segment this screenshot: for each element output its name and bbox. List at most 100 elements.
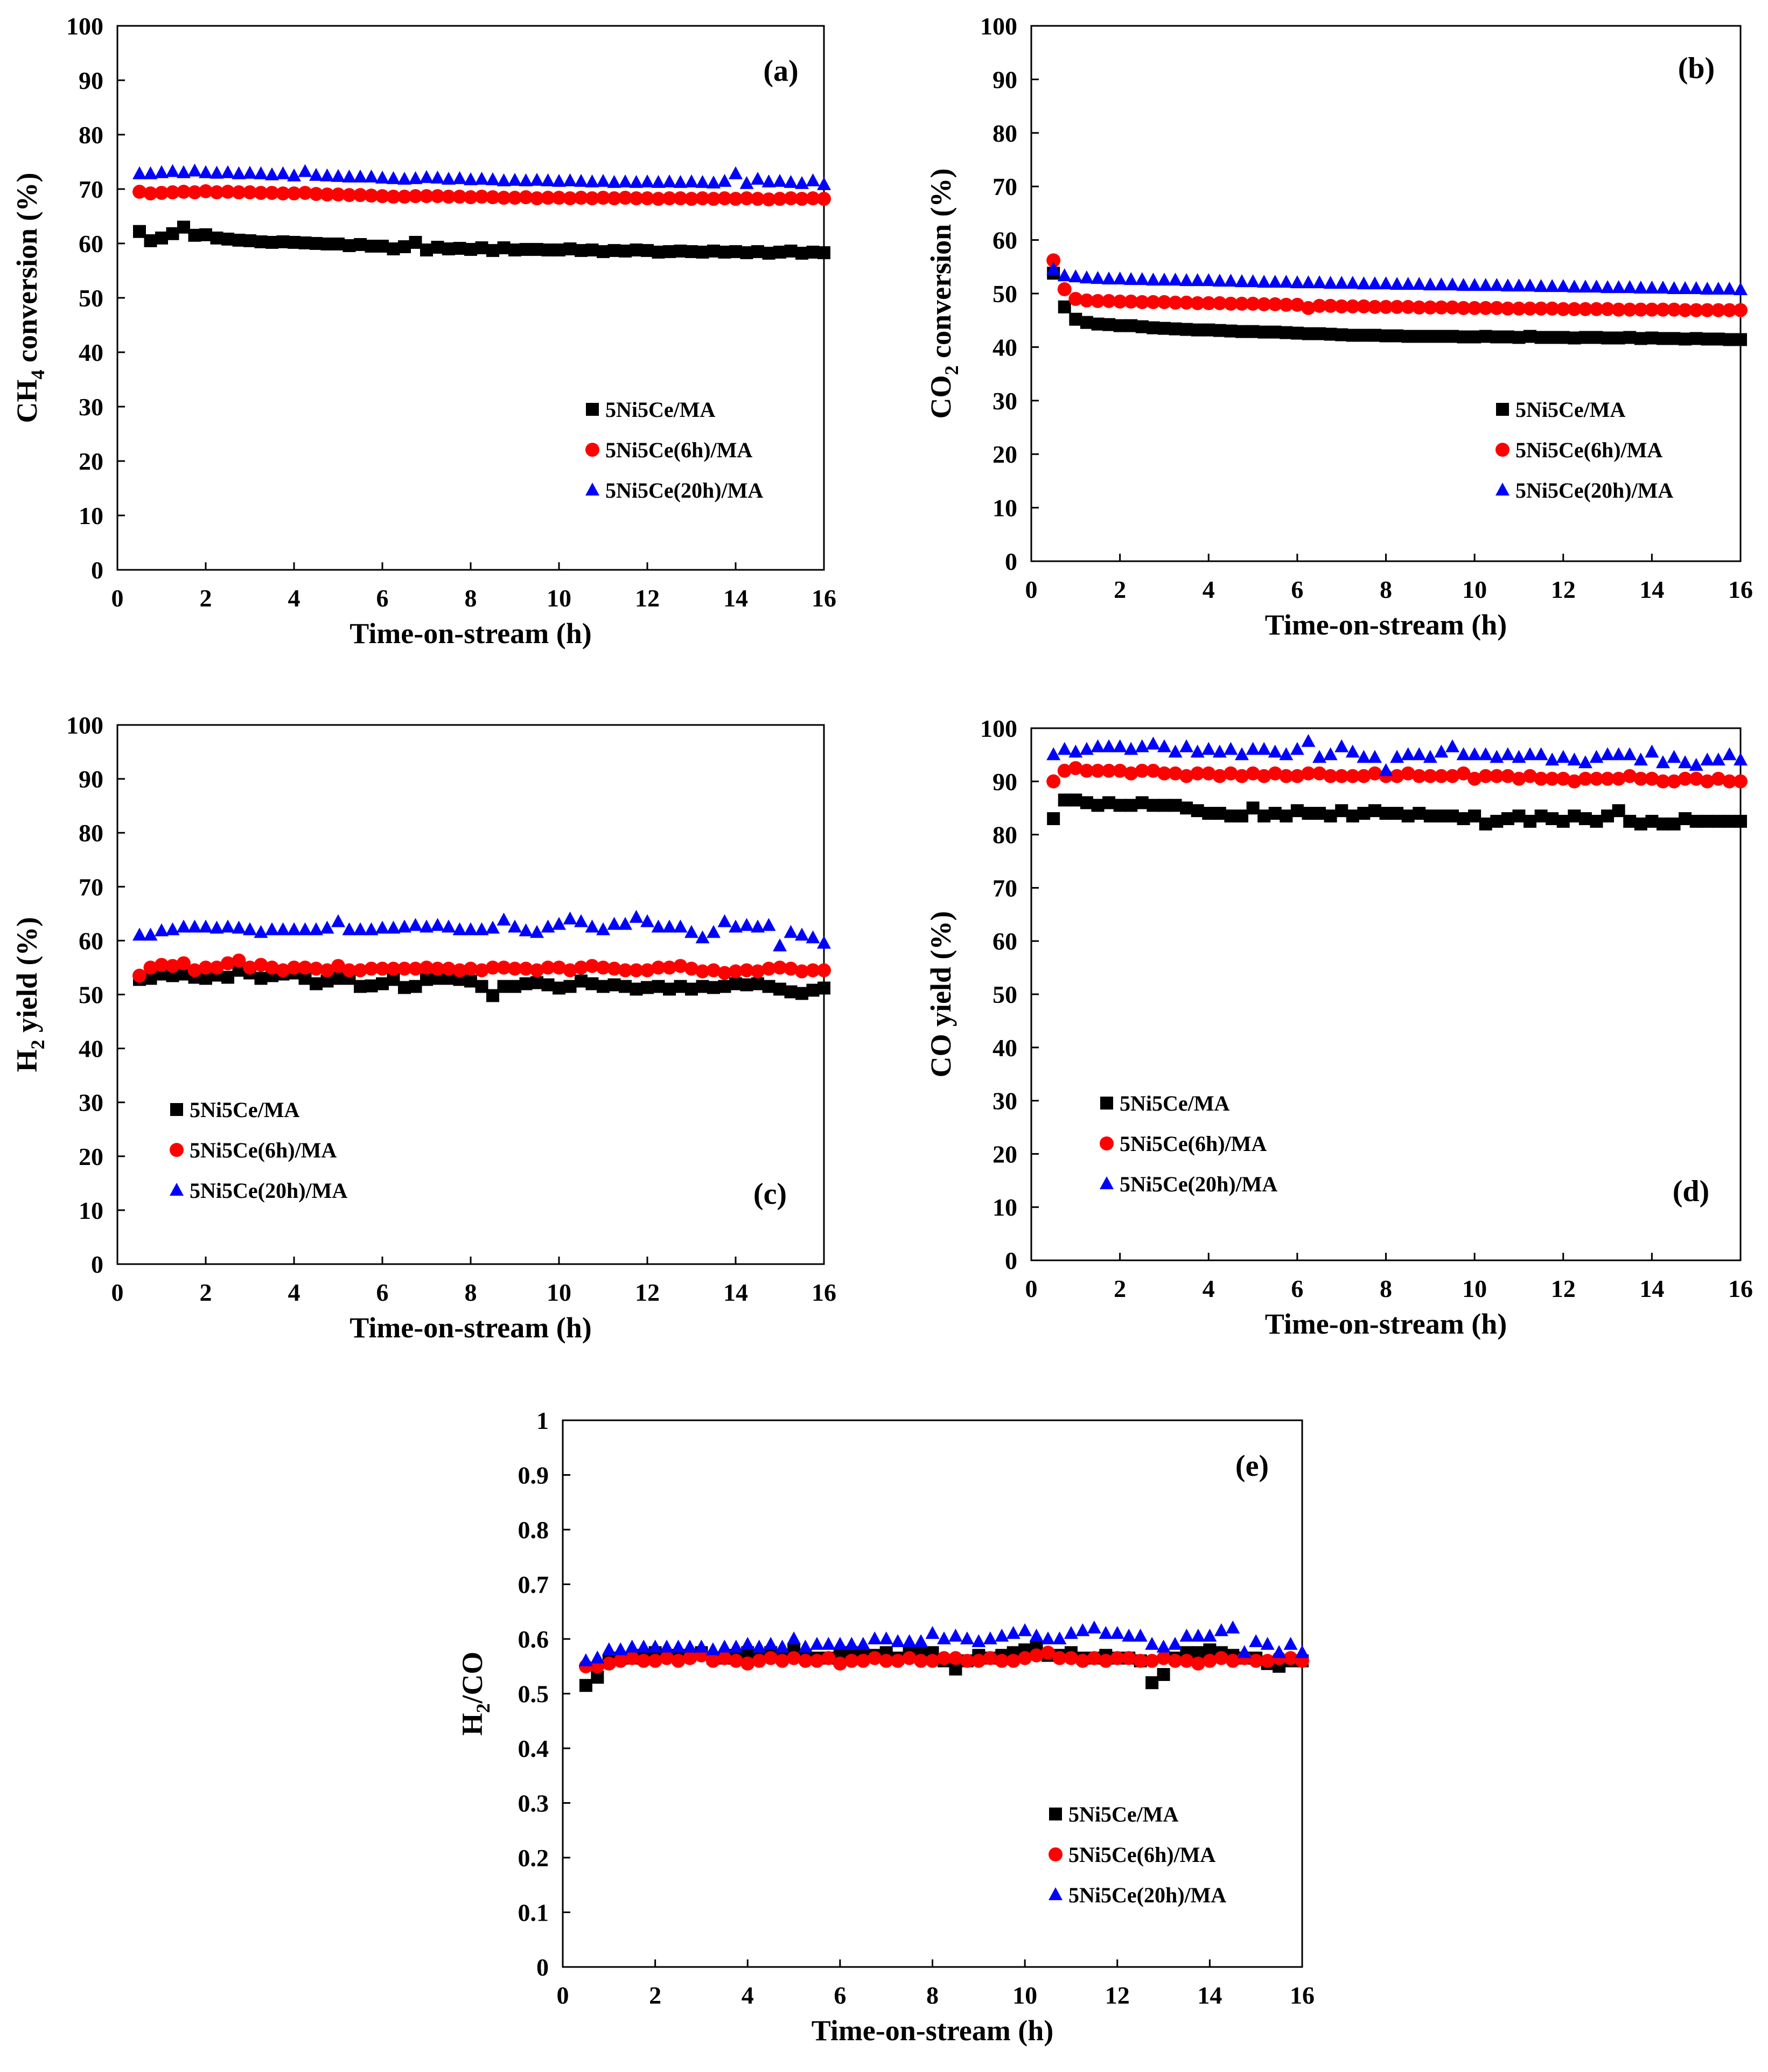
data-point (1711, 332, 1725, 346)
data-point (530, 191, 544, 206)
data-point (1214, 1651, 1228, 1665)
data-point (1524, 814, 1537, 828)
data-point (298, 922, 312, 936)
data-point (287, 168, 301, 182)
data-point (1080, 316, 1093, 329)
data-point (739, 176, 754, 189)
series-triangle (132, 163, 831, 190)
y-tick-label: 70 (993, 874, 1017, 902)
data-point (1057, 764, 1072, 778)
y-tick-label: 80 (993, 821, 1017, 849)
data-point (1202, 323, 1215, 337)
data-point (442, 961, 456, 976)
data-point (1567, 280, 1582, 293)
data-point (420, 243, 433, 257)
data-point (682, 1651, 697, 1665)
data-point (133, 225, 146, 238)
data-point (177, 919, 191, 933)
data-point (1346, 810, 1359, 823)
data-point (585, 919, 599, 933)
data-point (1601, 331, 1615, 345)
data-point (663, 982, 676, 996)
data-point (937, 1651, 951, 1665)
data-point (1678, 281, 1693, 295)
data-point (144, 234, 157, 247)
data-point (1257, 769, 1271, 783)
data-point (1545, 771, 1560, 786)
data-point (1102, 294, 1116, 308)
data-point (541, 173, 555, 186)
data-point (817, 246, 830, 260)
data-point (613, 1642, 628, 1656)
data-point (596, 173, 610, 187)
data-point (1224, 296, 1238, 311)
data-point (541, 919, 555, 933)
data-point (1490, 278, 1504, 291)
data-point (1634, 332, 1647, 345)
data-point (718, 980, 731, 993)
data-point (914, 1634, 928, 1648)
data-point (209, 165, 224, 179)
x-tick-label: 6 (1291, 1275, 1303, 1302)
data-point (1413, 330, 1426, 343)
data-point (1556, 814, 1570, 828)
data-point (773, 173, 787, 187)
data-point (1556, 750, 1570, 763)
x-tick-label: 10 (1012, 1982, 1037, 2009)
data-point (844, 1637, 859, 1650)
data-point (1534, 331, 1548, 344)
data-point (375, 920, 389, 934)
data-point (1191, 323, 1204, 337)
data-point (684, 961, 698, 976)
series-circle (132, 953, 831, 983)
data-point (618, 963, 632, 978)
data-point (1611, 771, 1626, 786)
data-point (1290, 742, 1304, 755)
data-point (1401, 330, 1415, 343)
data-point (1068, 291, 1083, 306)
data-point (486, 920, 500, 934)
data-point (1029, 1648, 1044, 1663)
data-point (155, 923, 169, 937)
data-point (1723, 814, 1736, 828)
data-point (1478, 278, 1493, 291)
data-point (1057, 742, 1072, 755)
data-point (1212, 274, 1227, 287)
data-point (1246, 325, 1260, 338)
data-point (1057, 282, 1072, 297)
data-point (574, 191, 588, 205)
data-point (442, 919, 456, 933)
y-tick-label: 0 (1005, 548, 1017, 575)
data-point (408, 171, 423, 184)
data-point (1226, 1654, 1240, 1668)
data-point (1006, 1625, 1021, 1639)
data-point (1268, 275, 1282, 288)
data-point (232, 920, 246, 934)
data-point (1099, 1625, 1113, 1639)
data-point (199, 960, 213, 975)
data-point (637, 1640, 651, 1653)
data-point (707, 192, 721, 206)
data-point (442, 190, 456, 204)
data-point (795, 964, 809, 979)
data-point (1456, 278, 1471, 291)
data-point (1179, 1628, 1194, 1642)
legend-marker (170, 1103, 183, 1116)
data-point (1645, 331, 1659, 345)
data-point (660, 1640, 674, 1653)
data-point (497, 173, 511, 186)
data-point (787, 1651, 801, 1665)
data-point (1295, 1645, 1309, 1658)
legend-label: 5Ni5Ce/MA (1120, 1091, 1230, 1115)
x-tick-label: 2 (200, 584, 212, 612)
data-point (651, 192, 666, 206)
data-point (629, 191, 644, 206)
y-tick-label: 60 (993, 227, 1017, 254)
data-point (342, 169, 357, 183)
data-point (694, 1640, 709, 1653)
data-point (430, 170, 445, 184)
data-point (1345, 299, 1360, 313)
y-tick-label: 0.5 (518, 1680, 549, 1708)
data-point (442, 242, 455, 256)
data-point (1655, 774, 1670, 789)
